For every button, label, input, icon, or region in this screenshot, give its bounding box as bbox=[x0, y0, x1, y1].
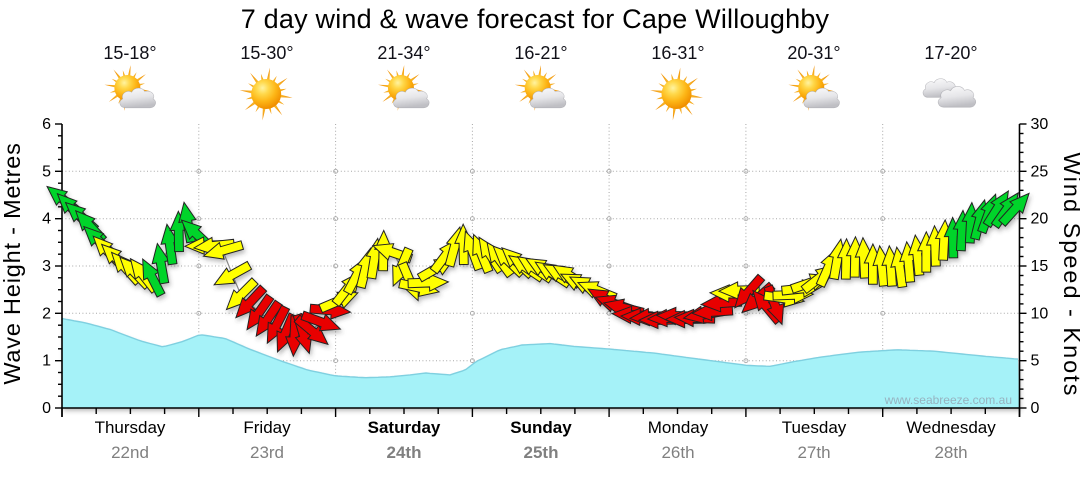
svg-text:16-21°: 16-21° bbox=[514, 43, 567, 63]
svg-text:Monday: Monday bbox=[648, 418, 709, 437]
svg-text:24th: 24th bbox=[387, 443, 422, 462]
svg-text:15-30°: 15-30° bbox=[240, 43, 293, 63]
svg-text:Saturday: Saturday bbox=[368, 418, 441, 437]
svg-text:5: 5 bbox=[42, 163, 51, 180]
svg-text:15-18°: 15-18° bbox=[103, 43, 156, 63]
svg-text:3: 3 bbox=[42, 258, 51, 275]
svg-text:16-31°: 16-31° bbox=[651, 43, 704, 63]
svg-text:27th: 27th bbox=[797, 443, 830, 462]
svg-text:26th: 26th bbox=[661, 443, 694, 462]
svg-text:23rd: 23rd bbox=[250, 443, 284, 462]
svg-text:21-34°: 21-34° bbox=[377, 43, 430, 63]
svg-text:Wind Speed - Knots: Wind Speed - Knots bbox=[1059, 153, 1080, 398]
svg-text:2: 2 bbox=[42, 305, 51, 322]
svg-text:Sunday: Sunday bbox=[510, 418, 572, 437]
svg-text:25: 25 bbox=[1031, 163, 1049, 180]
svg-text:Thursday: Thursday bbox=[95, 418, 166, 437]
svg-text:www.seabreeze.com.au: www.seabreeze.com.au bbox=[884, 393, 1012, 407]
svg-text:6: 6 bbox=[42, 116, 51, 133]
svg-text:Wave Height - Metres: Wave Height - Metres bbox=[0, 142, 25, 384]
svg-text:22nd: 22nd bbox=[111, 443, 149, 462]
svg-text:15: 15 bbox=[1031, 258, 1049, 275]
svg-text:20-31°: 20-31° bbox=[787, 43, 840, 63]
svg-text:20: 20 bbox=[1031, 211, 1049, 228]
svg-text:30: 30 bbox=[1031, 116, 1049, 133]
svg-text:7 day wind & wave forecast for: 7 day wind & wave forecast for Cape Will… bbox=[241, 4, 830, 34]
svg-text:10: 10 bbox=[1031, 305, 1049, 322]
svg-text:Tuesday: Tuesday bbox=[782, 418, 847, 437]
svg-text:0: 0 bbox=[1031, 400, 1040, 417]
svg-text:Wednesday: Wednesday bbox=[906, 418, 996, 437]
svg-text:0: 0 bbox=[42, 400, 51, 417]
svg-text:17-20°: 17-20° bbox=[924, 43, 977, 63]
svg-text:1: 1 bbox=[42, 353, 51, 370]
svg-text:25th: 25th bbox=[524, 443, 559, 462]
svg-text:4: 4 bbox=[42, 211, 51, 228]
svg-text:28th: 28th bbox=[934, 443, 967, 462]
svg-text:Friday: Friday bbox=[243, 418, 291, 437]
svg-text:5: 5 bbox=[1031, 353, 1040, 370]
